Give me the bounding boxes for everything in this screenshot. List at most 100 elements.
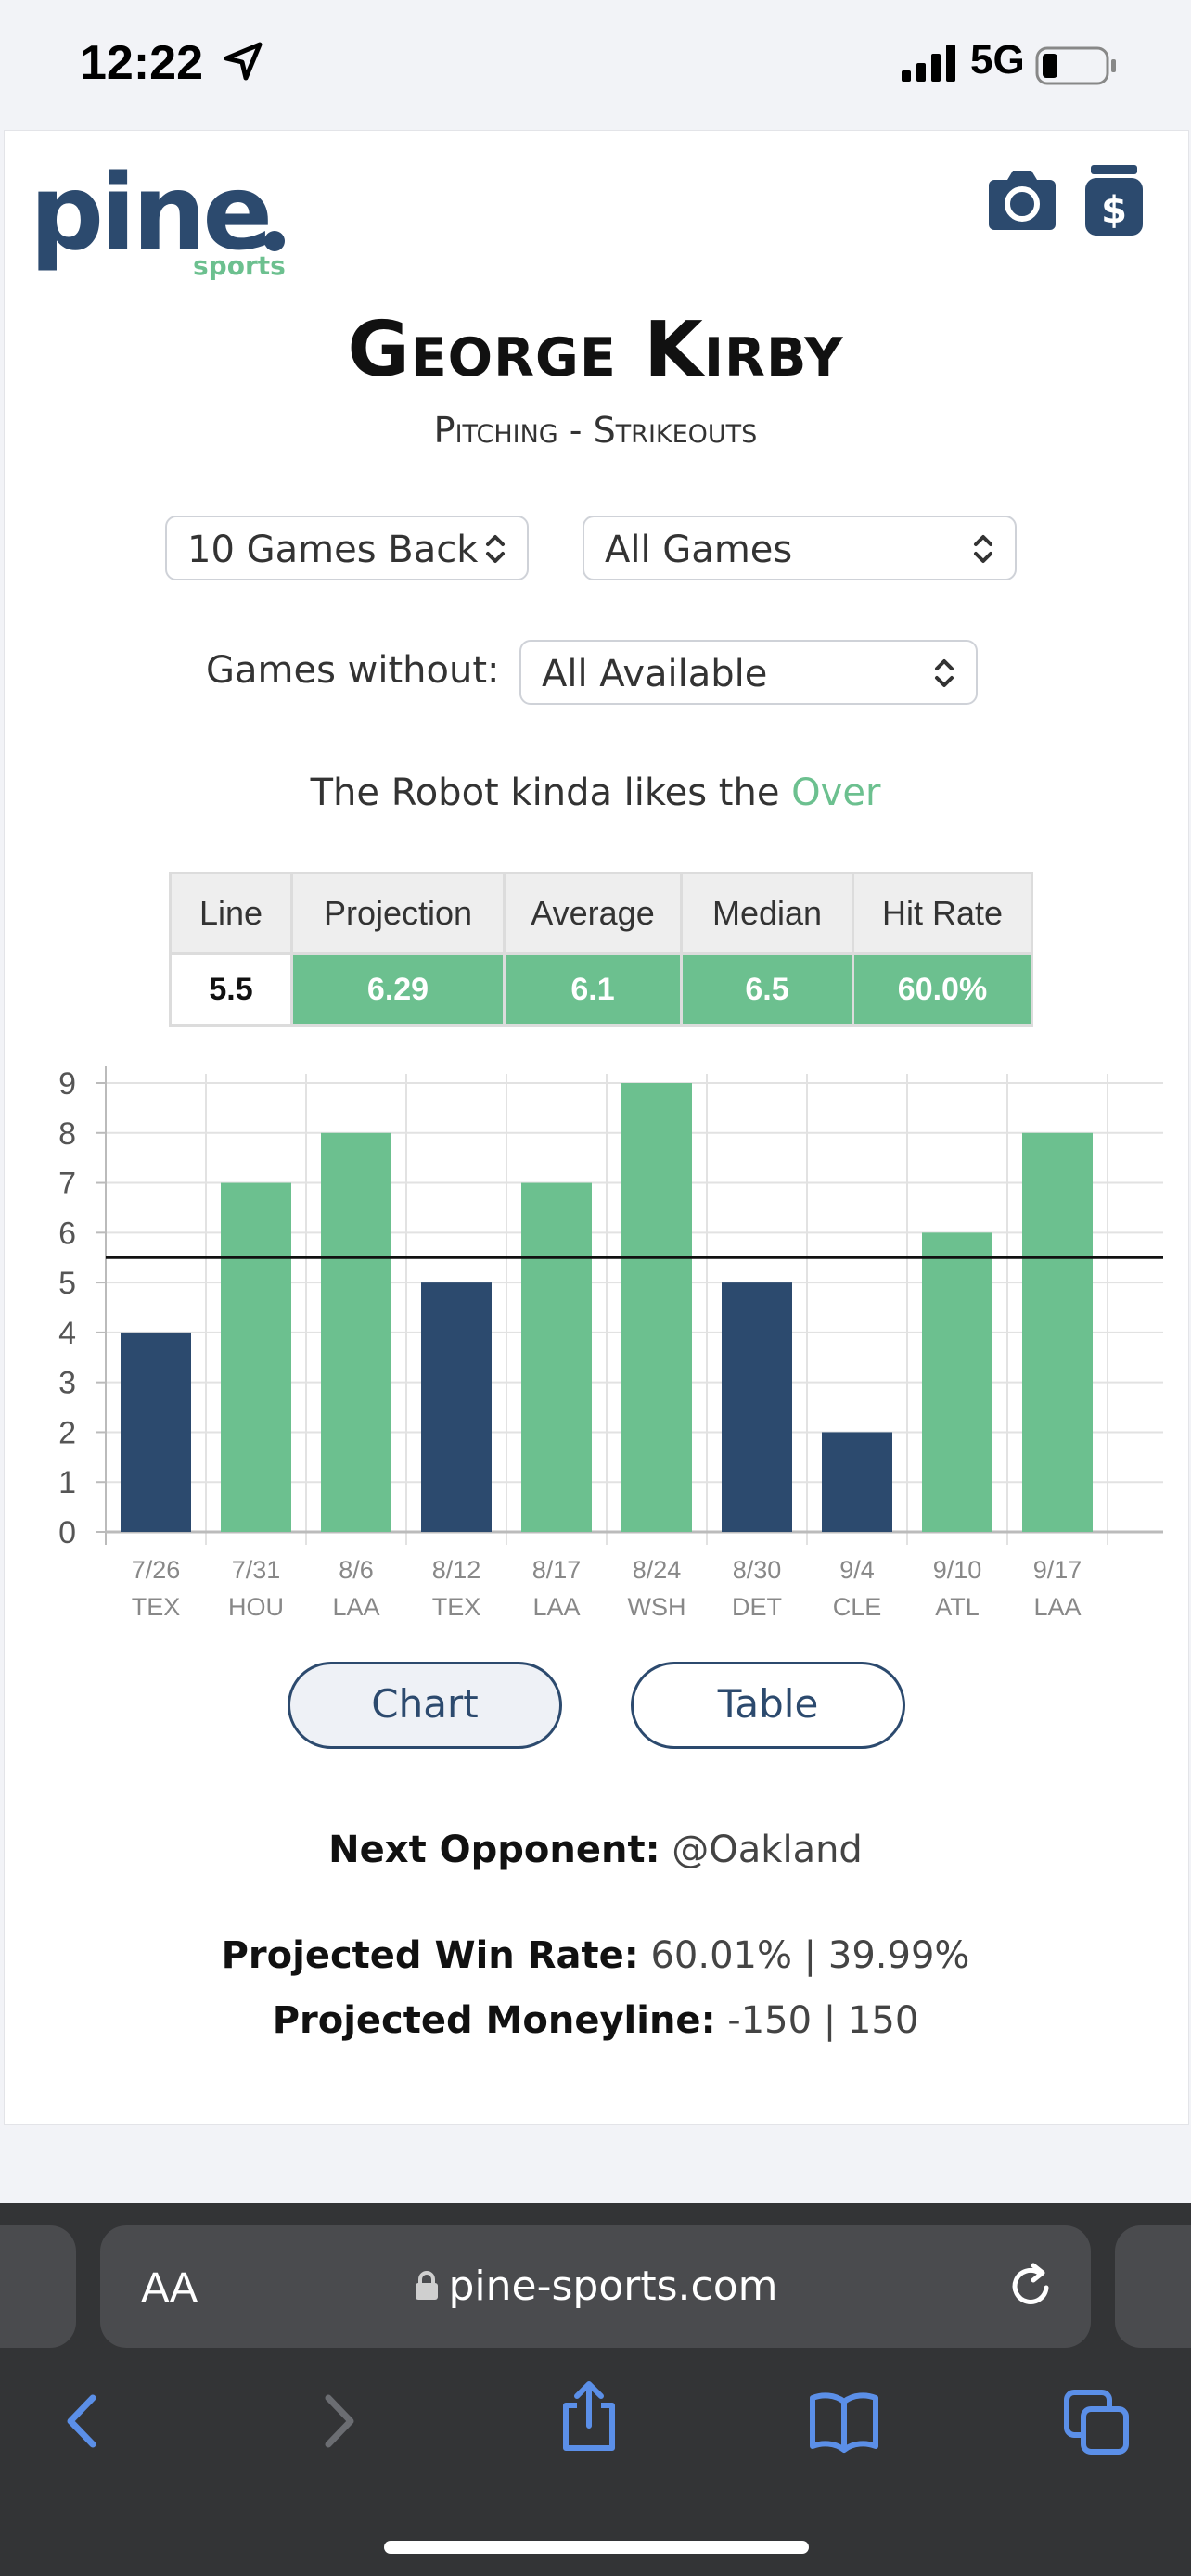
strikeouts-bar-chart: 0 1 2 3 4 5 6 7 8 9 7/26 TEX 7/31 HOU 8/6 LAA 8/12 TEX 8/1… bbox=[58, 1066, 1163, 1621]
money-jar-icon[interactable]: $ bbox=[1085, 165, 1143, 236]
next-opponent-value: @Oakland bbox=[660, 1829, 863, 1871]
x-tick-date: 8/30 bbox=[733, 1556, 782, 1584]
bar bbox=[321, 1132, 391, 1532]
location-arrow-icon bbox=[224, 42, 263, 81]
value-line: 5.5 bbox=[169, 952, 293, 1027]
next-opponent: Next Opponent: @Oakland bbox=[0, 1829, 1191, 1871]
x-tick-date: 8/24 bbox=[633, 1556, 682, 1584]
previous-tab-preview[interactable] bbox=[0, 2225, 76, 2348]
game-type-select[interactable]: All Games bbox=[583, 516, 1017, 580]
x-tick-opponent: LAA bbox=[332, 1593, 379, 1621]
robot-prefix: The Robot kinda likes the bbox=[310, 772, 792, 814]
games-without-value: All Available bbox=[542, 653, 768, 695]
y-tick-label: 6 bbox=[58, 1216, 76, 1251]
win-rate-value: 60.01% | 39.99% bbox=[638, 1934, 970, 1977]
bookmarks-icon[interactable] bbox=[807, 2389, 881, 2454]
x-tick-opponent: LAA bbox=[532, 1593, 580, 1621]
x-tick-date: 8/6 bbox=[339, 1556, 374, 1584]
header-average: Average bbox=[503, 872, 683, 955]
address-bar[interactable] bbox=[100, 2225, 1091, 2348]
table-view-button[interactable]: Table bbox=[631, 1662, 905, 1749]
back-arrow-icon[interactable] bbox=[58, 2389, 106, 2454]
home-indicator bbox=[384, 2541, 809, 2554]
win-rate-label: Projected Win Rate: bbox=[221, 1934, 639, 1977]
bar bbox=[621, 1083, 692, 1532]
y-tick-label: 9 bbox=[58, 1066, 76, 1102]
reload-icon[interactable] bbox=[1005, 2260, 1057, 2312]
camera-icon[interactable] bbox=[987, 165, 1057, 232]
y-tick-label: 2 bbox=[58, 1415, 76, 1450]
x-tick-opponent: TEX bbox=[132, 1593, 181, 1621]
url-text: pine-sports.com bbox=[448, 2263, 778, 2310]
game-type-value: All Games bbox=[605, 529, 793, 571]
x-tick-opponent: ATL bbox=[935, 1593, 980, 1621]
url-display[interactable]: pine-sports.com bbox=[0, 2263, 1191, 2310]
status-time: 12:22 bbox=[80, 36, 203, 90]
stats-header-row: Line Projection Average Median Hit Rate bbox=[169, 872, 1033, 955]
x-tick-date: 9/4 bbox=[839, 1556, 875, 1584]
stats-table: Line Projection Average Median Hit Rate … bbox=[169, 872, 1033, 1027]
tabs-icon[interactable] bbox=[1063, 2389, 1130, 2455]
y-tick-label: 7 bbox=[58, 1167, 76, 1202]
x-tick-opponent: CLE bbox=[833, 1593, 882, 1621]
value-hit-rate: 60.0% bbox=[852, 952, 1033, 1027]
chart-view-button[interactable]: Chart bbox=[288, 1662, 562, 1749]
y-tick-label: 5 bbox=[58, 1266, 76, 1301]
projected-moneyline: Projected Moneyline: -150 | 150 bbox=[0, 1999, 1191, 2042]
y-tick-label: 3 bbox=[58, 1366, 76, 1401]
value-median: 6.5 bbox=[680, 952, 854, 1027]
share-icon[interactable] bbox=[557, 2379, 621, 2454]
x-tick-opponent: LAA bbox=[1033, 1593, 1081, 1621]
x-tick-opponent: HOU bbox=[228, 1593, 284, 1621]
chevron-updown-icon bbox=[974, 535, 992, 563]
bar bbox=[822, 1432, 892, 1532]
y-tick-label: 1 bbox=[58, 1465, 76, 1500]
bar bbox=[421, 1282, 492, 1532]
next-opponent-label: Next Opponent: bbox=[328, 1829, 660, 1871]
y-tick-label: 4 bbox=[58, 1316, 76, 1351]
moneyline-value: -150 | 150 bbox=[715, 1999, 919, 2042]
games-back-select[interactable]: 10 Games Back bbox=[165, 516, 529, 580]
chevron-updown-icon bbox=[935, 659, 954, 687]
header-median: Median bbox=[680, 872, 854, 955]
pine-sports-logo[interactable]: pine sports bbox=[30, 165, 299, 286]
bar bbox=[521, 1182, 592, 1532]
y-tick-label: 8 bbox=[58, 1116, 76, 1152]
x-tick-date: 7/26 bbox=[132, 1556, 181, 1584]
robot-recommendation: The Robot kinda likes the Over bbox=[0, 772, 1191, 814]
player-name: George Kirby bbox=[347, 306, 844, 394]
value-projection: 6.29 bbox=[290, 952, 506, 1027]
chevron-updown-icon bbox=[486, 535, 505, 563]
robot-pick: Over bbox=[791, 772, 881, 814]
x-tick-date: 7/31 bbox=[232, 1556, 281, 1584]
games-without-select[interactable]: All Available bbox=[519, 640, 978, 705]
x-tick-date: 8/17 bbox=[532, 1556, 582, 1584]
bar bbox=[922, 1232, 992, 1532]
header-projection: Projection bbox=[290, 872, 506, 955]
lock-icon bbox=[415, 2271, 438, 2300]
x-tick-date: 9/10 bbox=[933, 1556, 982, 1584]
reader-options-button[interactable]: AA bbox=[141, 2264, 198, 2312]
status-bar: 12:22 5G bbox=[0, 0, 1191, 130]
page-card bbox=[4, 130, 1189, 2125]
x-tick-date: 8/12 bbox=[432, 1556, 481, 1584]
stat-subtitle: Pitching - Strikeouts bbox=[433, 410, 758, 451]
svg-text:$: $ bbox=[1101, 189, 1127, 232]
logo-sub-text: sports bbox=[193, 250, 286, 281]
forward-arrow-icon[interactable] bbox=[315, 2389, 364, 2454]
bar bbox=[221, 1182, 291, 1532]
bar bbox=[1022, 1132, 1093, 1532]
stats-value-row: 5.5 6.29 6.1 6.5 60.0% bbox=[169, 952, 1033, 1027]
battery-icon bbox=[1035, 46, 1116, 85]
header-line: Line bbox=[169, 872, 293, 955]
next-tab-preview[interactable] bbox=[1115, 2225, 1191, 2348]
bar bbox=[722, 1282, 792, 1532]
x-tick-opponent: TEX bbox=[432, 1593, 481, 1621]
logo-main-text: pine bbox=[30, 165, 269, 274]
games-back-value: 10 Games Back bbox=[187, 529, 479, 571]
header-hit-rate: Hit Rate bbox=[852, 872, 1033, 955]
signal-icon bbox=[902, 45, 955, 82]
games-without-label: Games without: bbox=[206, 649, 500, 692]
x-tick-opponent: DET bbox=[732, 1593, 782, 1621]
x-tick-date: 9/17 bbox=[1033, 1556, 1082, 1584]
